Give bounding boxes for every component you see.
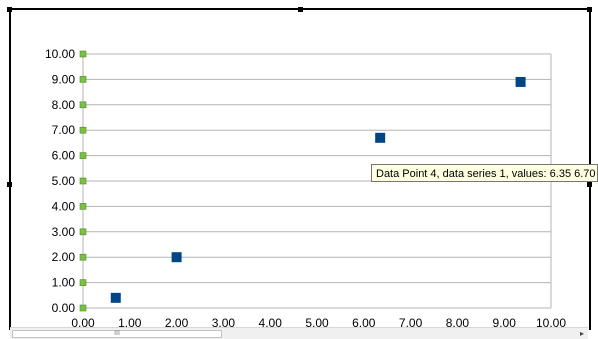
axis-selection-handle[interactable] — [79, 228, 87, 236]
frame-handle-right[interactable] — [587, 182, 592, 187]
y-axis-tick-labels: 0.00 1.00 2.00 3.00 4.00 5.00 6.00 7.00 8.00 9.00… — [45, 47, 75, 315]
axis-selection-handle[interactable] — [79, 304, 87, 312]
x-tick-label: 7.00 — [399, 316, 423, 330]
y-tick-label: 5.00 — [52, 174, 76, 188]
data-point[interactable] — [110, 292, 121, 303]
y-tick-label: 7.00 — [52, 123, 76, 137]
axis-selection-handle[interactable] — [79, 76, 87, 83]
x-tick-label: 8.00 — [446, 316, 470, 330]
gridlines — [82, 53, 552, 309]
axis-selection-handles[interactable] — [79, 50, 87, 312]
x-tick-label: 10.00 — [536, 316, 566, 330]
horizontal-scrollbar[interactable]: III ▸ — [10, 327, 588, 339]
x-tick-label: 0.00 — [71, 316, 95, 330]
axis-selection-handle[interactable] — [79, 203, 87, 210]
scrollbar-thumb[interactable]: III — [12, 330, 222, 338]
axis-selection-handle[interactable] — [79, 253, 87, 261]
y-tick-label: 10.00 — [45, 47, 75, 61]
x-tick-label: 9.00 — [493, 316, 517, 330]
y-tick-label: 2.00 — [52, 250, 76, 264]
y-tick-label: 6.00 — [52, 149, 76, 163]
axis-selection-handle[interactable] — [79, 279, 87, 286]
frame-handle-top-left[interactable] — [7, 7, 12, 12]
x-axis-tick-labels: 0.00 1.00 2.00 3.00 4.00 5.00 6.00 7.00 8.00 9.00… — [71, 316, 566, 330]
y-tick-label: 1.00 — [52, 276, 76, 290]
y-tick-label: 4.00 — [52, 199, 76, 213]
data-point[interactable] — [171, 252, 182, 263]
y-tick-label: 8.00 — [52, 98, 76, 112]
axis-selection-handle[interactable] — [79, 152, 87, 159]
y-tick-label: 3.00 — [52, 225, 76, 239]
x-tick-label: 3.00 — [212, 316, 236, 330]
axis-selection-handle[interactable] — [79, 177, 87, 185]
x-tick-label: 1.00 — [118, 316, 142, 330]
x-tick-label: 2.00 — [165, 316, 189, 330]
axis-selection-handle[interactable] — [79, 126, 87, 134]
data-point[interactable] — [375, 132, 386, 143]
x-tick-label: 5.00 — [305, 316, 329, 330]
data-point-tooltip: Data Point 4, data series 1, values: 6.3… — [371, 164, 598, 182]
x-tick-label: 4.00 — [259, 316, 283, 330]
data-point[interactable] — [515, 76, 526, 87]
axis-selection-handle[interactable] — [79, 101, 87, 109]
axis-selection-handle[interactable] — [79, 50, 87, 58]
data-series-1[interactable] — [110, 76, 526, 303]
frame-handle-top-right[interactable] — [587, 7, 592, 12]
y-tick-label: 0.00 — [52, 301, 76, 315]
frame-handle-left[interactable] — [7, 182, 12, 187]
x-tick-label: 6.00 — [352, 316, 376, 330]
y-tick-label: 9.00 — [52, 72, 76, 86]
scroll-right-arrow-icon[interactable]: ▸ — [579, 329, 584, 338]
frame-handle-top[interactable] — [298, 7, 303, 12]
